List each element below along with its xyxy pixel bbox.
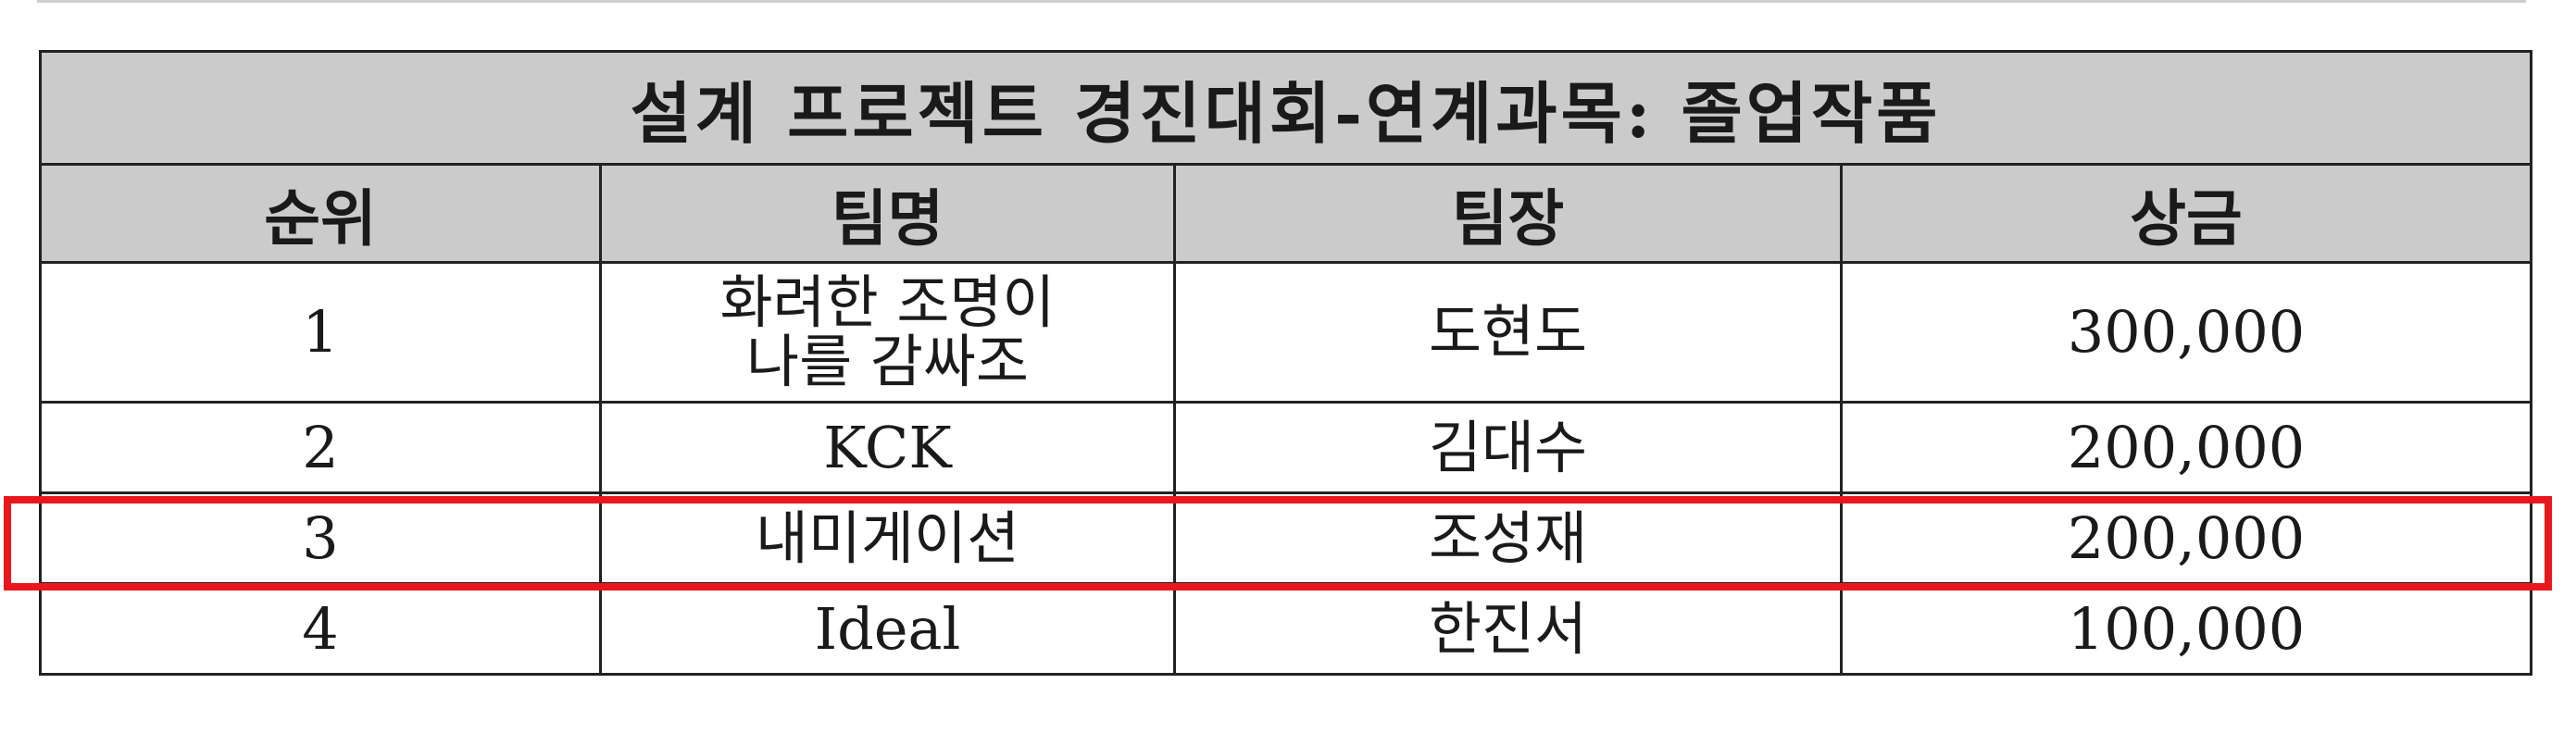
table-row: 4 Ideal 한진서 100,000: [39, 582, 2533, 676]
prize-cell: 200,000: [1839, 401, 2533, 494]
rank-cell: 2: [39, 401, 602, 494]
leader-cell: 한진서: [1173, 582, 1843, 676]
leader-cell: 조성재: [1173, 491, 1843, 585]
header-rank: 순위: [39, 163, 602, 264]
rank-cell: 3: [39, 491, 602, 585]
header-row: 순위 팀명 팀장 상금: [39, 163, 2533, 264]
top-divider: [37, 0, 2526, 3]
team-cell: KCK: [599, 401, 1176, 494]
table-row: 1 화려한 조명이 나를 감싸조 도현도 300,000: [39, 261, 2533, 404]
header-prize: 상금: [1839, 163, 2533, 264]
header-leader: 팀장: [1173, 163, 1843, 264]
leader-cell: 김대수: [1173, 401, 1843, 494]
team-cell: 화려한 조명이 나를 감싸조: [599, 261, 1176, 404]
prize-cell: 300,000: [1839, 261, 2533, 404]
table-row: 2 KCK 김대수 200,000: [39, 401, 2533, 494]
title-row: 설계 프로젝트 경진대회-연계과목: 졸업작품: [38, 50, 2533, 166]
header-team: 팀명: [599, 163, 1176, 264]
table-title: 설계 프로젝트 경진대회-연계과목: 졸업작품: [38, 50, 2533, 166]
rank-cell: 1: [39, 261, 602, 404]
award-table: 설계 프로젝트 경진대회-연계과목: 졸업작품 순위 팀명 팀장 상금 1 화려…: [38, 50, 2533, 676]
team-cell: Ideal: [599, 582, 1176, 676]
table-row: 3 내미게이션 조성재 200,000: [39, 491, 2533, 585]
leader-cell: 도현도: [1173, 261, 1843, 404]
team-cell: 내미게이션: [599, 491, 1176, 585]
award-table-container: 설계 프로젝트 경진대회-연계과목: 졸업작품 순위 팀명 팀장 상금 1 화려…: [38, 50, 2533, 676]
rank-cell: 4: [39, 582, 602, 676]
prize-cell: 200,000: [1839, 491, 2533, 585]
prize-cell: 100,000: [1839, 582, 2533, 676]
